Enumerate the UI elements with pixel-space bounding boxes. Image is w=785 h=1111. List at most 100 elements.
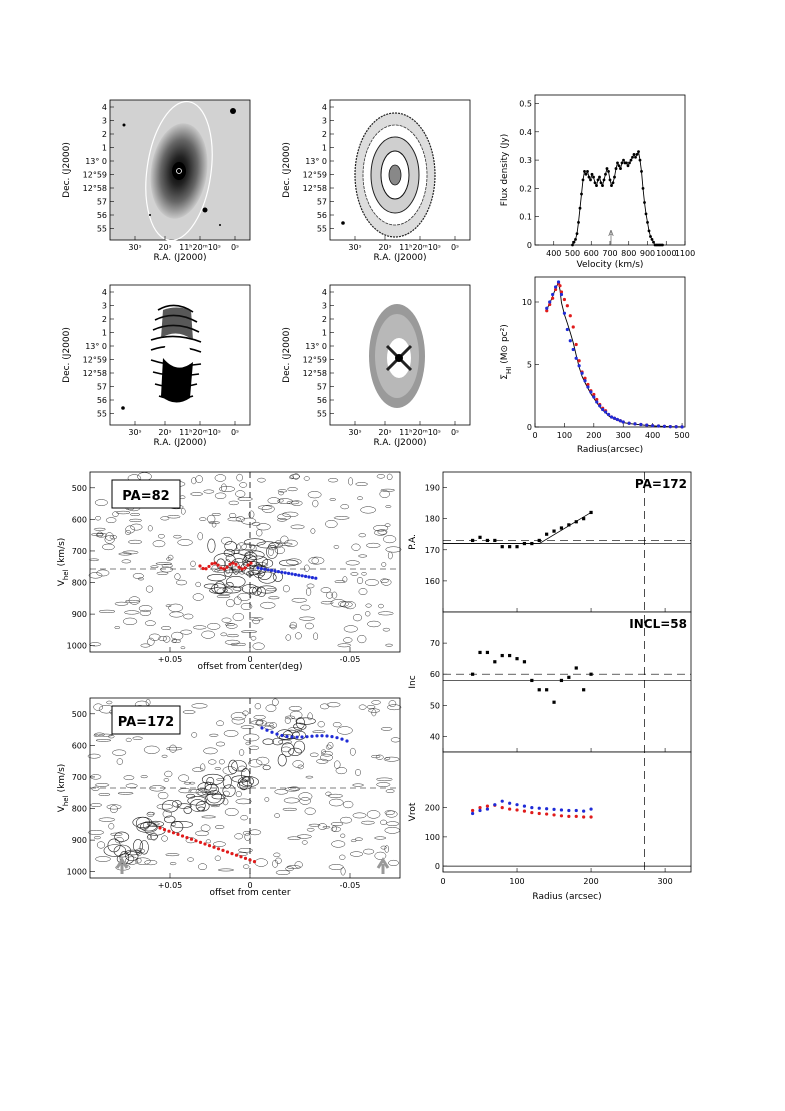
pv82-contour (348, 477, 354, 486)
vf-dec-tick-label: 2 (102, 315, 107, 324)
pv82-contour (236, 473, 243, 482)
pv172-contour (283, 797, 300, 804)
pv82-ytick-label: 800 (72, 579, 87, 588)
vf-dec-tick-label: 3 (102, 302, 107, 311)
pv172-contour (234, 833, 244, 840)
pv82-contour (241, 517, 257, 525)
sigma-point-receding (559, 290, 564, 294)
pv82-contour (261, 504, 275, 513)
pv82-contour (232, 612, 244, 622)
hi-dec-tick-label: 12°58 (303, 184, 327, 193)
pv82-contour (152, 540, 166, 548)
sigma-point-approaching (615, 417, 619, 422)
pv172-receding-point (162, 828, 167, 832)
sigma-xlabel: Radius(arcsec) (577, 445, 643, 455)
pv82-contour (289, 621, 298, 630)
pv172-core-contour (206, 790, 222, 804)
pv82-contour (220, 632, 227, 637)
pv82-contour (380, 578, 389, 584)
optical-dec-tick-label: 56 (97, 211, 107, 220)
pv172-contour (213, 841, 226, 847)
pa-point (485, 538, 490, 543)
pv82-contour (201, 630, 215, 639)
pv82-contour (191, 477, 197, 485)
pv172-contour (384, 827, 400, 834)
pv172-receding-point (194, 839, 198, 843)
pv82-contour (343, 625, 358, 633)
pv172-contour (214, 825, 225, 829)
inc-ylabel: Inc (408, 675, 418, 688)
hi-dec-tick-label: 57 (317, 198, 327, 207)
pv172-contour (214, 767, 222, 770)
pv82-contour (122, 617, 138, 626)
pv172-approaching-point (320, 734, 324, 738)
pv172-contour (192, 767, 204, 772)
spectrum-ytick-label: 0.2 (519, 184, 532, 193)
pv172-approaching-point (315, 734, 319, 738)
sigma-point-approaching (621, 420, 625, 424)
vf-dec-tick-label: 1 (102, 329, 107, 338)
sigma-point-approaching (548, 300, 552, 304)
pv82-contour (237, 497, 253, 501)
pv82-contour (190, 492, 204, 496)
sigma-xtick-label: 400 (645, 431, 660, 440)
inc-point (582, 688, 586, 692)
spectrum-xtick-label: 600 (584, 249, 599, 258)
pv172-core-contour (125, 849, 141, 856)
vrot-approaching-point (471, 811, 475, 816)
pv172-contour (304, 807, 316, 815)
spectrum-point (647, 229, 651, 233)
pv172-contour (98, 733, 114, 737)
pv82-contour (333, 516, 350, 520)
pv82-contour (305, 588, 312, 596)
pv82-approaching-point (276, 570, 280, 574)
pv172-contour (93, 703, 104, 711)
pv82-contour (230, 642, 247, 647)
pv82-contour (197, 532, 203, 541)
pv82-contour (173, 534, 182, 539)
inc-ytick-label: 70 (430, 639, 440, 648)
pv82-contour (144, 620, 156, 626)
inc-point (485, 650, 490, 655)
hi-dec-tick-label: 13° 0 (305, 157, 327, 166)
pv82-contour (239, 570, 246, 575)
pv82-contour (269, 541, 283, 549)
tilted-ring-panel: 0 100 200 300 160 170 180 190 40 50 60 70 0 100 200 PA… (408, 471, 692, 902)
pv82-contour (355, 482, 368, 486)
pv172-contour (274, 789, 289, 795)
pv172-contour (182, 710, 196, 714)
pv82-xlabel: offset from center(deg) (197, 662, 302, 672)
pv172-contour (334, 760, 341, 769)
pv82-contour (377, 611, 394, 616)
spectrum-xtick-label: 500 (565, 249, 580, 258)
pv82-contour (102, 543, 115, 551)
pv82-contour (343, 637, 353, 643)
pv172-contour (164, 770, 173, 778)
pv82-approaching-point (297, 573, 301, 577)
inc-point (471, 672, 475, 676)
pv82-contour (280, 535, 289, 544)
pv82-contour (277, 489, 288, 493)
pv172-core-contour (222, 784, 236, 797)
pv82-receding-point (198, 564, 202, 568)
pv82-contour (345, 560, 360, 566)
pv172-contour (264, 797, 270, 802)
pa-point (589, 510, 593, 515)
pv82-contour (367, 620, 381, 628)
optical-dec-label: Dec. (J2000) (62, 142, 72, 198)
spectrum-point (607, 170, 610, 173)
spectrum-point (596, 178, 600, 182)
pv172-approaching-point (275, 732, 279, 736)
sigma-point-approaching (674, 425, 678, 429)
pv82-contour (114, 626, 121, 629)
pv82-core-contour (214, 581, 226, 595)
pv82-contour (96, 569, 110, 577)
sigma-point-approaching (680, 425, 684, 429)
pv172-contour (325, 744, 332, 750)
pv82-contour (250, 544, 257, 553)
pv82-contour (208, 521, 221, 524)
pv172-approaching-point (280, 733, 284, 738)
pv172-contour (217, 868, 234, 872)
pv172-contour (214, 855, 221, 861)
